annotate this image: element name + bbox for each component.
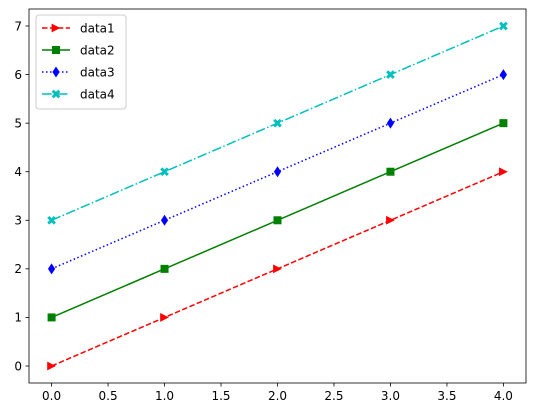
- data-point: [47, 263, 56, 275]
- data-point: [499, 21, 508, 31]
- legend-label: data1: [80, 21, 115, 35]
- legend-entry-data2: data2: [42, 43, 115, 57]
- marker-stroke: [273, 118, 282, 128]
- y-tick-label: 0: [14, 359, 22, 373]
- y-tick-label: 1: [14, 311, 22, 325]
- marker-stroke: [160, 167, 169, 177]
- x-tick-label: 4.0: [494, 389, 513, 403]
- series-data2: [47, 119, 508, 322]
- x-tick-label: 3.5: [437, 389, 456, 403]
- y-tick-label: 6: [14, 68, 22, 82]
- data-point: [273, 166, 282, 178]
- data-point: [386, 70, 395, 79]
- data-point: [47, 361, 56, 371]
- y-tick-label: 3: [14, 214, 22, 228]
- data-point: [386, 117, 395, 129]
- data-point: [386, 215, 395, 225]
- legend: data1 data2 data3 data4: [35, 14, 127, 110]
- legend-marker: [51, 23, 61, 33]
- legend-label: data4: [80, 87, 115, 101]
- x-tick-label: 1.5: [211, 389, 230, 403]
- legend-label: data2: [80, 43, 115, 57]
- series-data1: [47, 167, 508, 371]
- data-point: [160, 264, 169, 273]
- x-axis: 0.0 0.5 1.0 1.5 2.0 2.5 3.0 3.5 4.0: [42, 383, 513, 403]
- y-tick-label: 2: [14, 262, 22, 276]
- legend-marker: [52, 46, 60, 54]
- legend-entry-data3: data3: [42, 65, 115, 79]
- series-data4: [47, 21, 508, 225]
- data-point: [499, 119, 508, 128]
- marker-stroke: [47, 215, 56, 225]
- legend-label: data3: [80, 65, 115, 79]
- legend-marker: [51, 89, 61, 99]
- data-point: [499, 69, 508, 81]
- legend-entry-data1: data1: [42, 21, 115, 35]
- y-tick-label: 4: [14, 165, 22, 179]
- x-tick-label: 2.5: [324, 389, 343, 403]
- data-point: [160, 214, 169, 226]
- data-point: [386, 167, 395, 176]
- x-tick-label: 0.5: [99, 389, 118, 403]
- series-layer: [47, 21, 508, 371]
- data-point: [47, 313, 56, 322]
- data-point: [273, 118, 282, 128]
- marker-stroke: [499, 21, 508, 31]
- y-axis: 0 1 2 3 4 5 6 7: [14, 19, 29, 373]
- legend-box: [35, 14, 127, 110]
- data-point: [47, 215, 56, 225]
- marker-stroke: [386, 70, 395, 79]
- x-tick-label: 1.0: [155, 389, 174, 403]
- series-data3: [47, 69, 508, 275]
- data-point: [160, 167, 169, 177]
- data-point: [273, 264, 282, 274]
- y-tick-label: 7: [14, 19, 22, 33]
- x-tick-label: 3.0: [381, 389, 400, 403]
- axes-layer: 0.0 0.5 1.0 1.5 2.0 2.5 3.0 3.5 4.0 0 1 2 3 4 5 6 7: [14, 8, 527, 403]
- x-tick-label: 0.0: [42, 389, 61, 403]
- data-point: [499, 167, 508, 177]
- y-tick-label: 5: [14, 116, 22, 130]
- marker-stroke: [51, 89, 61, 99]
- data-point: [273, 216, 282, 225]
- legend-entry-data4: data4: [42, 87, 115, 101]
- x-tick-label: 2.0: [268, 389, 287, 403]
- legend-marker: [52, 66, 60, 78]
- data-point: [160, 313, 169, 322]
